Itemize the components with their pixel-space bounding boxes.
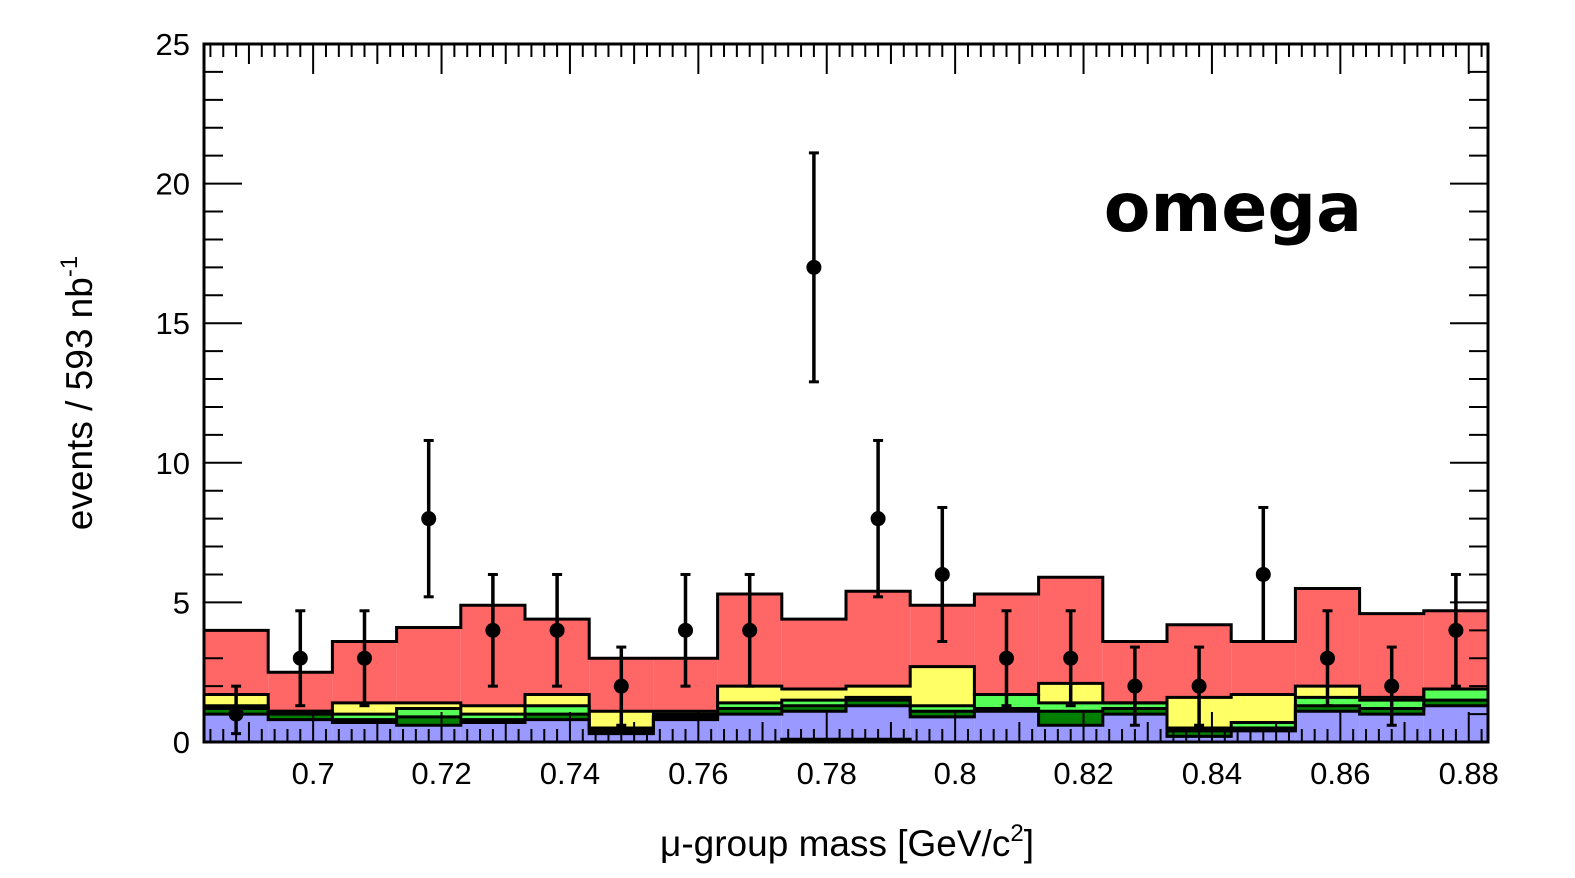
histogram-bar: [1038, 711, 1103, 726]
axis-ticks: [204, 43, 1488, 743]
data-point: [421, 511, 437, 527]
x-tick-label: 0.72: [411, 756, 471, 791]
histogram-bar: [1423, 688, 1488, 701]
x-tick-label: 0.84: [1182, 756, 1242, 791]
plot-frame: [202, 42, 1490, 744]
x-axis-title-suffix: ]: [1024, 823, 1034, 864]
histogram-bar: [396, 627, 461, 703]
y-tick-label: 20: [156, 167, 190, 202]
data-point: [1448, 622, 1464, 638]
histogram-bar: [525, 694, 590, 706]
y-axis-title: events / 593 nb-1: [56, 256, 100, 530]
histogram-bar: [525, 705, 590, 715]
x-tick-label: 0.76: [668, 756, 728, 791]
histogram-bar: [910, 711, 975, 717]
histogram-bar: [717, 708, 782, 715]
data-point: [1063, 650, 1079, 666]
histogram-bar: [781, 619, 846, 689]
data-point: [806, 259, 822, 275]
x-tick-label: 0.86: [1310, 756, 1370, 791]
tick-labels: 0.7 0.72 0.74 0.76 0.78 0.8 0.82 0.84 0.86 0.88 0 5…: [156, 27, 1499, 791]
data-point: [999, 650, 1014, 666]
x-tick-label: 0.82: [1053, 756, 1113, 791]
histogram-bar: [1423, 700, 1488, 706]
x-axis-title-text: μ-group mass [GeV/c: [660, 823, 1010, 864]
y-tick-label: 0: [173, 725, 190, 760]
histogram-bar: [396, 708, 461, 717]
histogram-bar: [781, 688, 846, 701]
x-axis-title-sup: 2: [1010, 820, 1023, 847]
histogram-bar: [396, 716, 461, 726]
data-point: [1384, 678, 1400, 694]
histogram-bar: [204, 630, 269, 695]
x-tick-label: 0.78: [797, 756, 857, 791]
histogram-outline-3: [204, 687, 1488, 730]
y-tick-label: 15: [156, 306, 190, 341]
histogram-bar: [846, 591, 911, 687]
histogram-bar: [846, 700, 911, 706]
histogram-bar: [460, 714, 525, 720]
x-axis-title: μ-group mass [GeV/c2]: [660, 820, 1034, 864]
histogram-outline-4: [204, 665, 1488, 713]
data-point: [1191, 678, 1207, 694]
histogram-bar: [1231, 641, 1296, 695]
data-point: [357, 650, 372, 666]
data-point: [613, 678, 629, 694]
histogram-bar: [1295, 705, 1360, 712]
y-axis-title-text: events / 593 nb: [59, 277, 100, 530]
histogram-bar: [910, 705, 975, 712]
histogram-bar: [460, 705, 525, 715]
data-point: [1320, 650, 1335, 666]
y-axis-title-sup: -1: [56, 256, 83, 277]
histogram-bar: [525, 714, 590, 720]
data-point: [228, 706, 244, 722]
x-tick-label: 0.8: [934, 756, 977, 791]
data-point: [292, 650, 308, 666]
histogram-outline-2: [204, 698, 1488, 733]
histogram-bar: [268, 714, 333, 720]
histogram-bar: [332, 702, 397, 715]
histogram-bar: [1231, 722, 1296, 729]
y-tick-label: 25: [156, 27, 190, 62]
histogram-bar: [910, 666, 975, 706]
data-point: [1127, 678, 1143, 694]
data-point: [678, 622, 693, 638]
x-tick-label: 0.88: [1439, 756, 1499, 791]
annotation-label: omega: [1104, 169, 1362, 248]
histogram-bar: [396, 702, 461, 709]
data-point: [870, 511, 886, 527]
data-point: [934, 566, 950, 582]
y-tick-label: 10: [156, 446, 190, 481]
histogram-bar: [846, 686, 911, 698]
x-tick-label: 0.74: [540, 756, 600, 791]
y-tick-label: 5: [173, 585, 190, 620]
histogram-outline-5: [204, 575, 1488, 674]
data-point: [485, 622, 501, 638]
histogram-bar: [781, 705, 846, 712]
histogram-bar: [332, 714, 397, 720]
histogram-bar: [717, 686, 782, 703]
histogram-bar: [1231, 694, 1296, 723]
data-points: [228, 151, 1464, 736]
data-point: [742, 622, 758, 638]
histogram-bar: [717, 702, 782, 709]
histogram-bar: [781, 700, 846, 706]
data-point: [549, 622, 565, 638]
data-point: [1255, 566, 1271, 582]
x-tick-label: 0.7: [292, 756, 335, 791]
